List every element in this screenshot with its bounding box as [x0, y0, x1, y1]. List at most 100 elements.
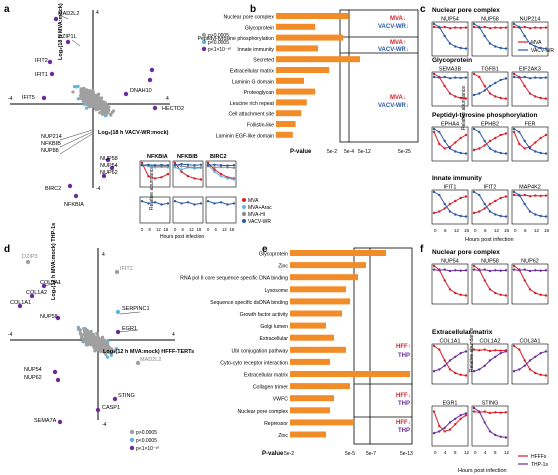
- scatter-point: [82, 102, 86, 106]
- mini-plot-point: [504, 77, 508, 80]
- inset-xtick: 12: [189, 227, 194, 232]
- mini-plot-title: COL3A1: [519, 339, 540, 345]
- label-leader-line: [61, 15, 69, 20]
- mini-plot-point: [448, 269, 452, 273]
- inset-ylabel: Relative abundance: [149, 166, 155, 210]
- mini-plot-point: [528, 269, 532, 273]
- mini-plot-point: [512, 22, 516, 26]
- scatter-point: [84, 341, 89, 345]
- mini-plot-point: [180, 168, 183, 171]
- mini-plot-point: [488, 92, 492, 95]
- gene-label-d: CASP1: [102, 405, 120, 411]
- mini-plot-point: [213, 163, 216, 166]
- bar-b-tick: 5e-2: [327, 149, 337, 155]
- mini-plot-point: [448, 288, 452, 291]
- mini-plot-point: [488, 42, 492, 45]
- label-leader-line: [71, 39, 81, 47]
- scatter-point: [90, 96, 94, 101]
- mini-plot-point: [472, 264, 476, 268]
- mini-plot-point: [478, 349, 481, 352]
- mini-plot-point: [494, 81, 497, 85]
- mini-plot-point: [528, 359, 532, 362]
- mini-plot-point: [472, 22, 476, 26]
- mini-plot-point: [454, 423, 457, 426]
- mini-plot-point: [180, 202, 183, 205]
- mini-plot-point: [219, 175, 223, 178]
- bar-chart-e: Glycoprotein Zinc RNA pol II core sequence…: [180, 247, 413, 457]
- mini-plot-point: [544, 97, 548, 100]
- mini-plot-point: [523, 147, 526, 150]
- mini-plot-point: [140, 200, 144, 203]
- gene-label-d: SEMA7A: [34, 418, 57, 424]
- mini-plot-point: [464, 47, 468, 50]
- gene-label-d: MAD2L2: [140, 357, 161, 363]
- scatter-outlier-point: [49, 71, 55, 77]
- mini-plot-point: [534, 95, 537, 98]
- mini-plot-point: [512, 193, 516, 197]
- mini-plot-point: [443, 426, 446, 429]
- mini-plot-point: [512, 190, 516, 194]
- scatter-point: [84, 336, 88, 340]
- mini-plot-title: EPHA4: [441, 122, 459, 128]
- mini-plot-title: STING: [482, 401, 499, 407]
- mini-plot-point: [483, 34, 486, 38]
- mini-plot-point: [213, 166, 216, 169]
- gene-label-d: DZIP3: [22, 254, 38, 260]
- inset-xtick: 18: [197, 227, 202, 232]
- mini-plot-point: [443, 268, 446, 271]
- mini-plot-point: [443, 147, 446, 150]
- mini-plot-point: [534, 150, 537, 153]
- mini-plot-point: [448, 147, 452, 150]
- gene-label-a: IFIT1: [35, 72, 48, 78]
- mini-plot-point: [518, 130, 521, 134]
- mini-plot-point: [539, 96, 542, 100]
- bar-category-label: Follistin-like: [247, 123, 274, 129]
- scatter-outlier-point: [105, 157, 111, 163]
- gene-label-a: BIRC2: [45, 186, 61, 192]
- mini-plot-point: [499, 196, 502, 200]
- mini-plot-point: [488, 411, 492, 415]
- mini-plot-point: [160, 203, 163, 206]
- mini-plot-point: [454, 269, 457, 272]
- mini-plot-point: [448, 27, 452, 30]
- bar-e-annot-2b: THP↑: [398, 401, 413, 407]
- mini-plot-point: [432, 370, 436, 373]
- label-leader-line: [43, 281, 61, 287]
- mini-plot-title: COL1A1: [439, 339, 460, 345]
- bar-chart-b: Nuclear pore complex Glycoprotein Peptidyl…: [198, 9, 419, 155]
- bar-e-annot-2a: HFF↓: [396, 393, 411, 399]
- scatter-outlier-point: [41, 95, 47, 101]
- bar-category-label: Lysosome: [265, 288, 289, 294]
- scatter-point: [100, 108, 104, 112]
- scatter-point: [100, 112, 104, 116]
- inset-xtick: 12: [222, 227, 227, 232]
- mini-plot-title: NUP214: [520, 17, 541, 23]
- mini-plot-frame: [431, 71, 469, 107]
- scatter-point: [89, 99, 93, 103]
- bar: [276, 110, 302, 117]
- mini-plot-point: [499, 435, 502, 438]
- mini-plot-point: [219, 165, 223, 169]
- mini-plot-point: [432, 268, 436, 271]
- scatter-outlier-point: [29, 293, 35, 299]
- mini-plot-point: [478, 368, 481, 371]
- mini-plot-point: [483, 364, 486, 367]
- inset-legend-swatch: [242, 205, 246, 209]
- scatter-d-tick-ybottom: -4: [102, 422, 107, 428]
- scatter-outlier-point: [114, 269, 120, 275]
- bar-e-tick: 5e-7: [366, 451, 376, 457]
- mini-plot-point: [544, 152, 548, 155]
- mini-plot-xtick: 12: [464, 450, 470, 455]
- inset-legend-label: MVA+Arac: [248, 205, 272, 211]
- inset-xtick: 6: [182, 227, 185, 232]
- panel-f-xlabel: Hours post infection: [458, 468, 507, 474]
- mini-plot-point: [512, 268, 516, 271]
- mini-plot-frame: [471, 189, 509, 225]
- mini-plot-point: [539, 194, 542, 198]
- mini-plot-point: [504, 195, 508, 198]
- panel-c-section-title: Peptidyl-tyrosine phosphorylation: [432, 112, 537, 119]
- bar: [276, 34, 344, 41]
- mini-plot-frame: [511, 343, 549, 385]
- mini-plot-point: [180, 170, 183, 173]
